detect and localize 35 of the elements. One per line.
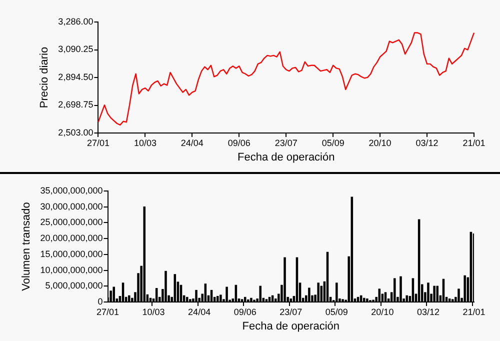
y-tick-label: 15,000,000,000: [40, 248, 103, 259]
x-tick-label: 27/01: [96, 306, 120, 317]
x-tick-label: 20/10: [368, 138, 392, 148]
y-tick-label: 5,000,000,000: [45, 280, 103, 291]
x-tick-label: 23/07: [274, 138, 298, 148]
x-tick-label: 20/10: [371, 306, 394, 317]
y-tick-label: 35,000,000,000: [40, 185, 103, 196]
x-tick-label: 05/09: [325, 306, 348, 317]
y-tick-label: 30,000,000,000: [40, 201, 103, 212]
x-tick-label: 05/09: [322, 138, 344, 148]
y-tick-label: 2,698.75: [58, 100, 94, 110]
x-tick-label: 27/01: [86, 138, 110, 148]
x-tick-label: 21/01: [462, 306, 486, 317]
x-tick-label: 10/03: [134, 138, 156, 148]
y-tick-label: 3,286.00: [58, 16, 94, 26]
x-tick-label: 09/06: [234, 306, 256, 317]
y-tick-label: 0: [98, 296, 103, 306]
x-tick-label: 03/12: [416, 138, 438, 148]
y-tick-label: 3,090.25: [58, 44, 94, 54]
y-tick-label: 25,000,000,000: [40, 217, 103, 228]
x-tick-label: 24/04: [188, 306, 211, 317]
y-tick-label: 2,503.00: [58, 127, 94, 138]
x-tick-label: 21/01: [462, 138, 486, 148]
y-axis-title: Volumen transado: [20, 202, 33, 291]
x-axis-title: Fecha de operación: [238, 151, 335, 164]
x-tick-label: 10/03: [142, 306, 165, 317]
y-axis-title: Precio diario: [38, 46, 51, 108]
x-tick-label: 09/06: [228, 138, 250, 148]
x-tick-label: 24/04: [180, 138, 204, 148]
x-tick-label: 23/07: [280, 306, 302, 317]
y-tick-label: 2,894.50: [58, 72, 94, 82]
y-tick-label: 20,000,000,000: [40, 233, 103, 244]
x-tick-label: 03/12: [416, 306, 440, 317]
x-axis-title: Fecha de operación: [242, 320, 340, 332]
y-tick-label: 10,000,000,000: [40, 264, 103, 275]
